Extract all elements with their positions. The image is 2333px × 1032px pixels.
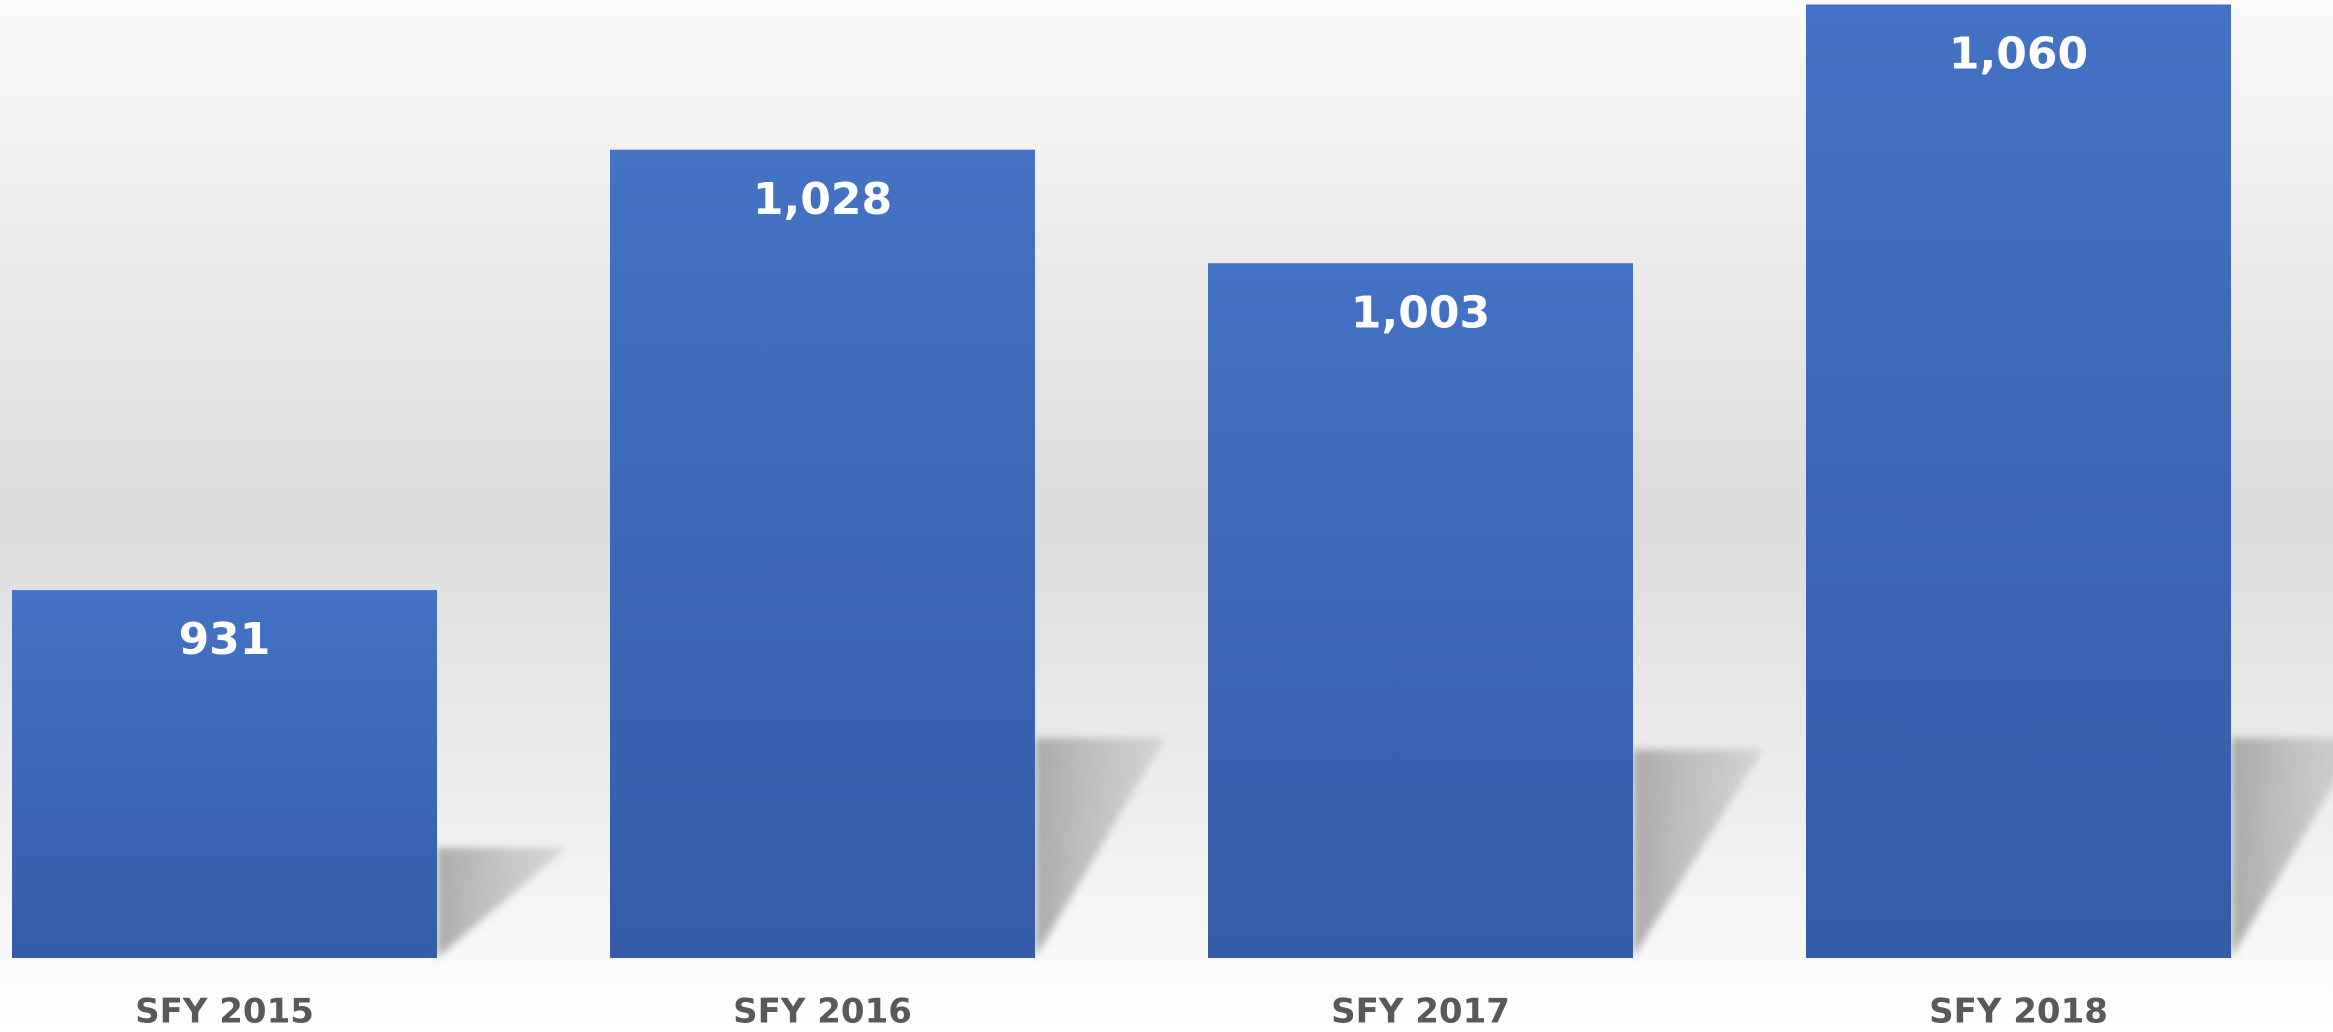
x-tick-label: SFY 2016 bbox=[733, 992, 912, 1032]
x-tick-label: SFY 2017 bbox=[1331, 992, 1510, 1032]
value-label: 1,028 bbox=[753, 174, 892, 225]
bar-shade bbox=[610, 149, 1035, 959]
value-label: 1,060 bbox=[1949, 29, 2088, 80]
bar-shadow bbox=[437, 847, 567, 958]
value-label: 931 bbox=[179, 614, 271, 665]
bar-shade bbox=[12, 590, 437, 958]
x-tick-label: SFY 2018 bbox=[1929, 992, 2108, 1032]
bar-shadow bbox=[2231, 738, 2333, 958]
bar-shadow bbox=[1633, 749, 1763, 958]
bar-shadow bbox=[1035, 738, 1165, 958]
bar-shade bbox=[1806, 4, 2231, 959]
x-tick-label: SFY 2015 bbox=[135, 992, 314, 1032]
value-label: 1,003 bbox=[1351, 287, 1490, 338]
bar-shade bbox=[1208, 263, 1633, 958]
